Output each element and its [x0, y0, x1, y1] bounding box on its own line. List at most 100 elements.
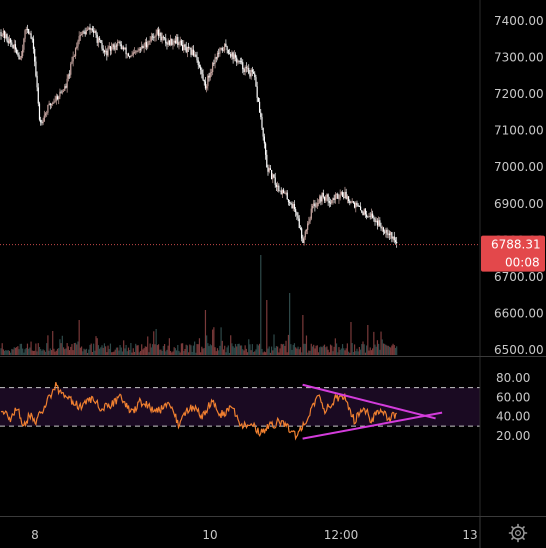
candle: [85, 27, 87, 35]
volume-bar: [145, 346, 148, 355]
volume-bar: [224, 345, 226, 355]
candle: [213, 59, 215, 66]
candle: [48, 100, 50, 106]
candle: [4, 30, 6, 43]
candle: [183, 40, 185, 53]
candle-body: [239, 61, 241, 63]
candle: [191, 45, 193, 56]
candle-body: [101, 42, 103, 49]
candle-body: [60, 91, 62, 93]
volume-bar: [367, 325, 369, 355]
candle: [225, 39, 227, 48]
candle: [323, 196, 326, 204]
candle-body: [115, 45, 118, 47]
candle: [118, 40, 120, 44]
volume-bar: [93, 343, 95, 355]
rsi-axis[interactable]: 80.00 60.00 40.00 20.00: [496, 371, 530, 443]
volume-bar: [60, 343, 62, 355]
candle: [341, 190, 344, 197]
volume-bar: [351, 343, 353, 355]
candle: [171, 38, 173, 46]
candle: [120, 41, 122, 50]
volume-bar: [79, 347, 81, 355]
candle: [189, 46, 191, 51]
candle-body: [308, 221, 310, 224]
candle-body: [291, 203, 293, 209]
candle-body: [373, 217, 375, 219]
volume-bar: [248, 339, 250, 355]
candle-body: [166, 43, 168, 45]
candle-body: [281, 189, 284, 195]
last-price-label: 6788.31: [491, 238, 541, 252]
volume-bar: [359, 349, 362, 355]
candle: [169, 34, 172, 47]
volume-bar: [61, 335, 63, 355]
trendline-lower[interactable]: [302, 411, 443, 440]
candle: [337, 192, 339, 199]
candle: [234, 52, 237, 62]
volume-bar: [0, 348, 2, 355]
candle: [2, 28, 5, 38]
candle: [262, 127, 264, 141]
candle-body: [359, 206, 362, 211]
volume-bar: [216, 348, 219, 355]
volume-bar: [8, 350, 11, 355]
volume-bar: [120, 347, 122, 355]
candle: [160, 31, 162, 42]
candle-body: [232, 52, 234, 59]
volume-bar: [144, 346, 146, 355]
trendline-upper[interactable]: [302, 383, 436, 420]
candle-body: [14, 44, 17, 50]
candle: [182, 39, 184, 52]
candle-body: [302, 238, 304, 243]
price-tick-label: 7300.00: [494, 51, 544, 65]
candle-body: [163, 37, 166, 39]
volume-bar: [304, 343, 306, 355]
volume-bar: [291, 349, 293, 355]
volume-bar: [375, 346, 377, 355]
volume-bar: [41, 350, 43, 355]
candle: [40, 116, 42, 126]
candle-body: [111, 47, 113, 51]
candle: [112, 43, 114, 50]
candle-body: [155, 33, 157, 37]
candle: [308, 216, 310, 226]
volume-bar: [117, 347, 119, 355]
volume-bar: [275, 346, 278, 355]
volume-bar: [53, 348, 55, 355]
volume-bar: [118, 350, 120, 355]
candle-body: [258, 101, 261, 113]
candle: [343, 192, 345, 200]
volume-bar: [228, 352, 231, 355]
candle: [352, 200, 354, 204]
volume-bar: [24, 349, 26, 355]
volume-bar: [225, 352, 227, 355]
volume-bar: [327, 349, 329, 355]
candle-body: [105, 50, 107, 53]
candle-body: [228, 53, 231, 55]
volume-bar: [11, 348, 13, 355]
volume-bar: [32, 350, 35, 355]
volume-bar: [62, 347, 65, 355]
volume-bar: [385, 344, 387, 355]
gear-icon[interactable]: [508, 523, 528, 543]
volume-bar: [297, 346, 299, 355]
candle: [162, 35, 164, 41]
candle-body: [117, 42, 119, 47]
candle: [142, 44, 144, 49]
volume-bar: [347, 351, 350, 355]
candle: [284, 191, 286, 194]
volume-bar: [221, 340, 223, 355]
time-axis[interactable]: 8 10 12:00 13: [31, 528, 477, 542]
candle-body: [297, 215, 299, 219]
candle: [208, 72, 210, 82]
candle: [287, 198, 290, 206]
candle: [58, 95, 60, 105]
candle-body: [145, 42, 148, 48]
rsi-tick-label: 20.00: [496, 429, 530, 443]
candle: [91, 25, 94, 33]
candle: [238, 60, 240, 64]
volume-bar: [388, 346, 391, 355]
candle-body: [148, 41, 150, 45]
